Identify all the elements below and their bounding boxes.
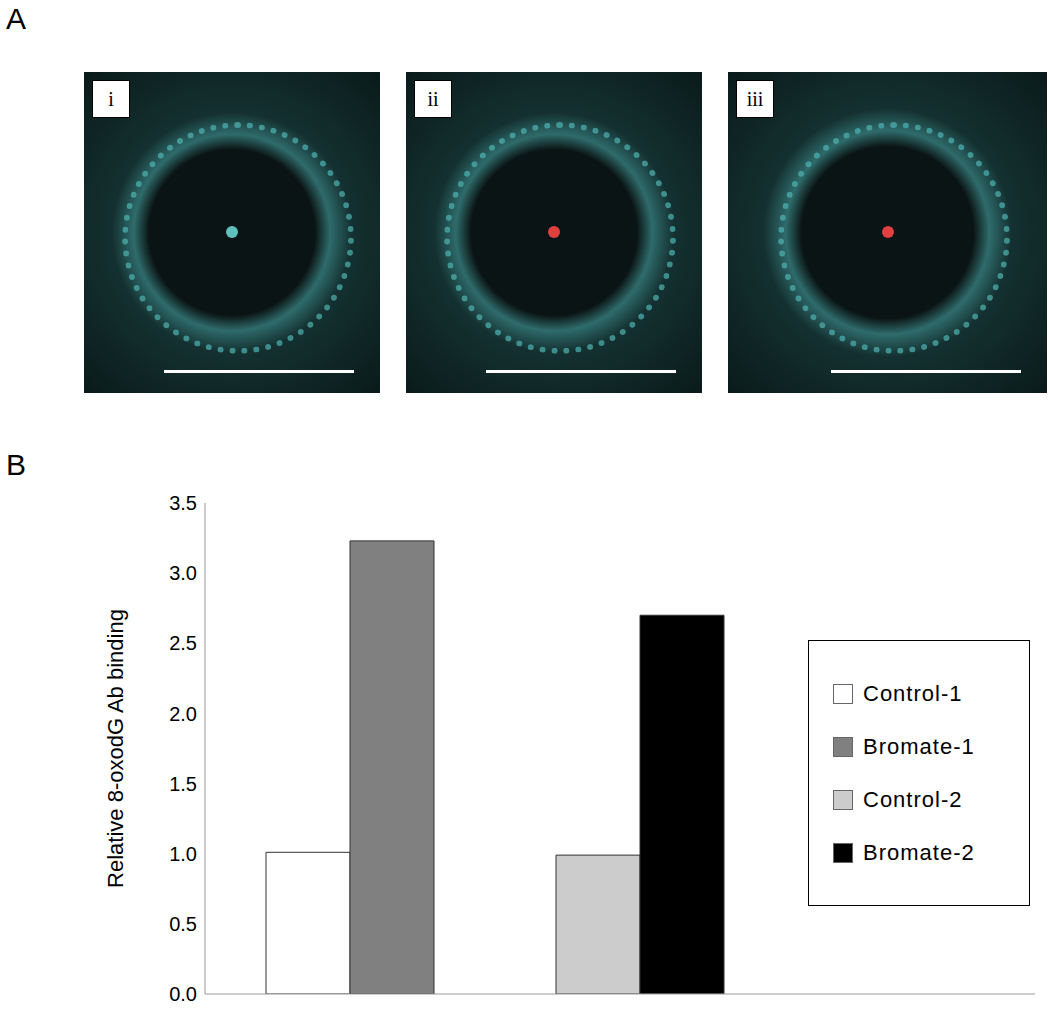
html-text:i: i: [108, 87, 114, 110]
svg-text:1.5: 1.5: [169, 773, 197, 795]
html-text:A: A: [6, 2, 26, 35]
svg-text:2.0: 2.0: [169, 703, 197, 725]
html-text:Bromate-1: Bromate-1: [863, 733, 975, 759]
svg-text:0.5: 0.5: [169, 913, 197, 935]
html-text:Control-1: Control-1: [863, 680, 963, 706]
html-text:ii: ii: [427, 87, 439, 110]
svg-text:1.0: 1.0: [169, 843, 197, 865]
svg-text:3.5: 3.5: [169, 492, 197, 514]
svg-text:2.5: 2.5: [169, 632, 197, 654]
html-text:Bromate-2: Bromate-2: [863, 839, 975, 865]
svg-text:3.0: 3.0: [169, 562, 197, 584]
svg-text:Relative 8-oxodG Ab binding: Relative 8-oxodG Ab binding: [103, 609, 128, 888]
svg-text:0.0: 0.0: [169, 983, 197, 1005]
html-text:iii: iii: [746, 87, 764, 110]
html-text:B: B: [6, 448, 26, 481]
html-text:Control-2: Control-2: [863, 786, 963, 812]
